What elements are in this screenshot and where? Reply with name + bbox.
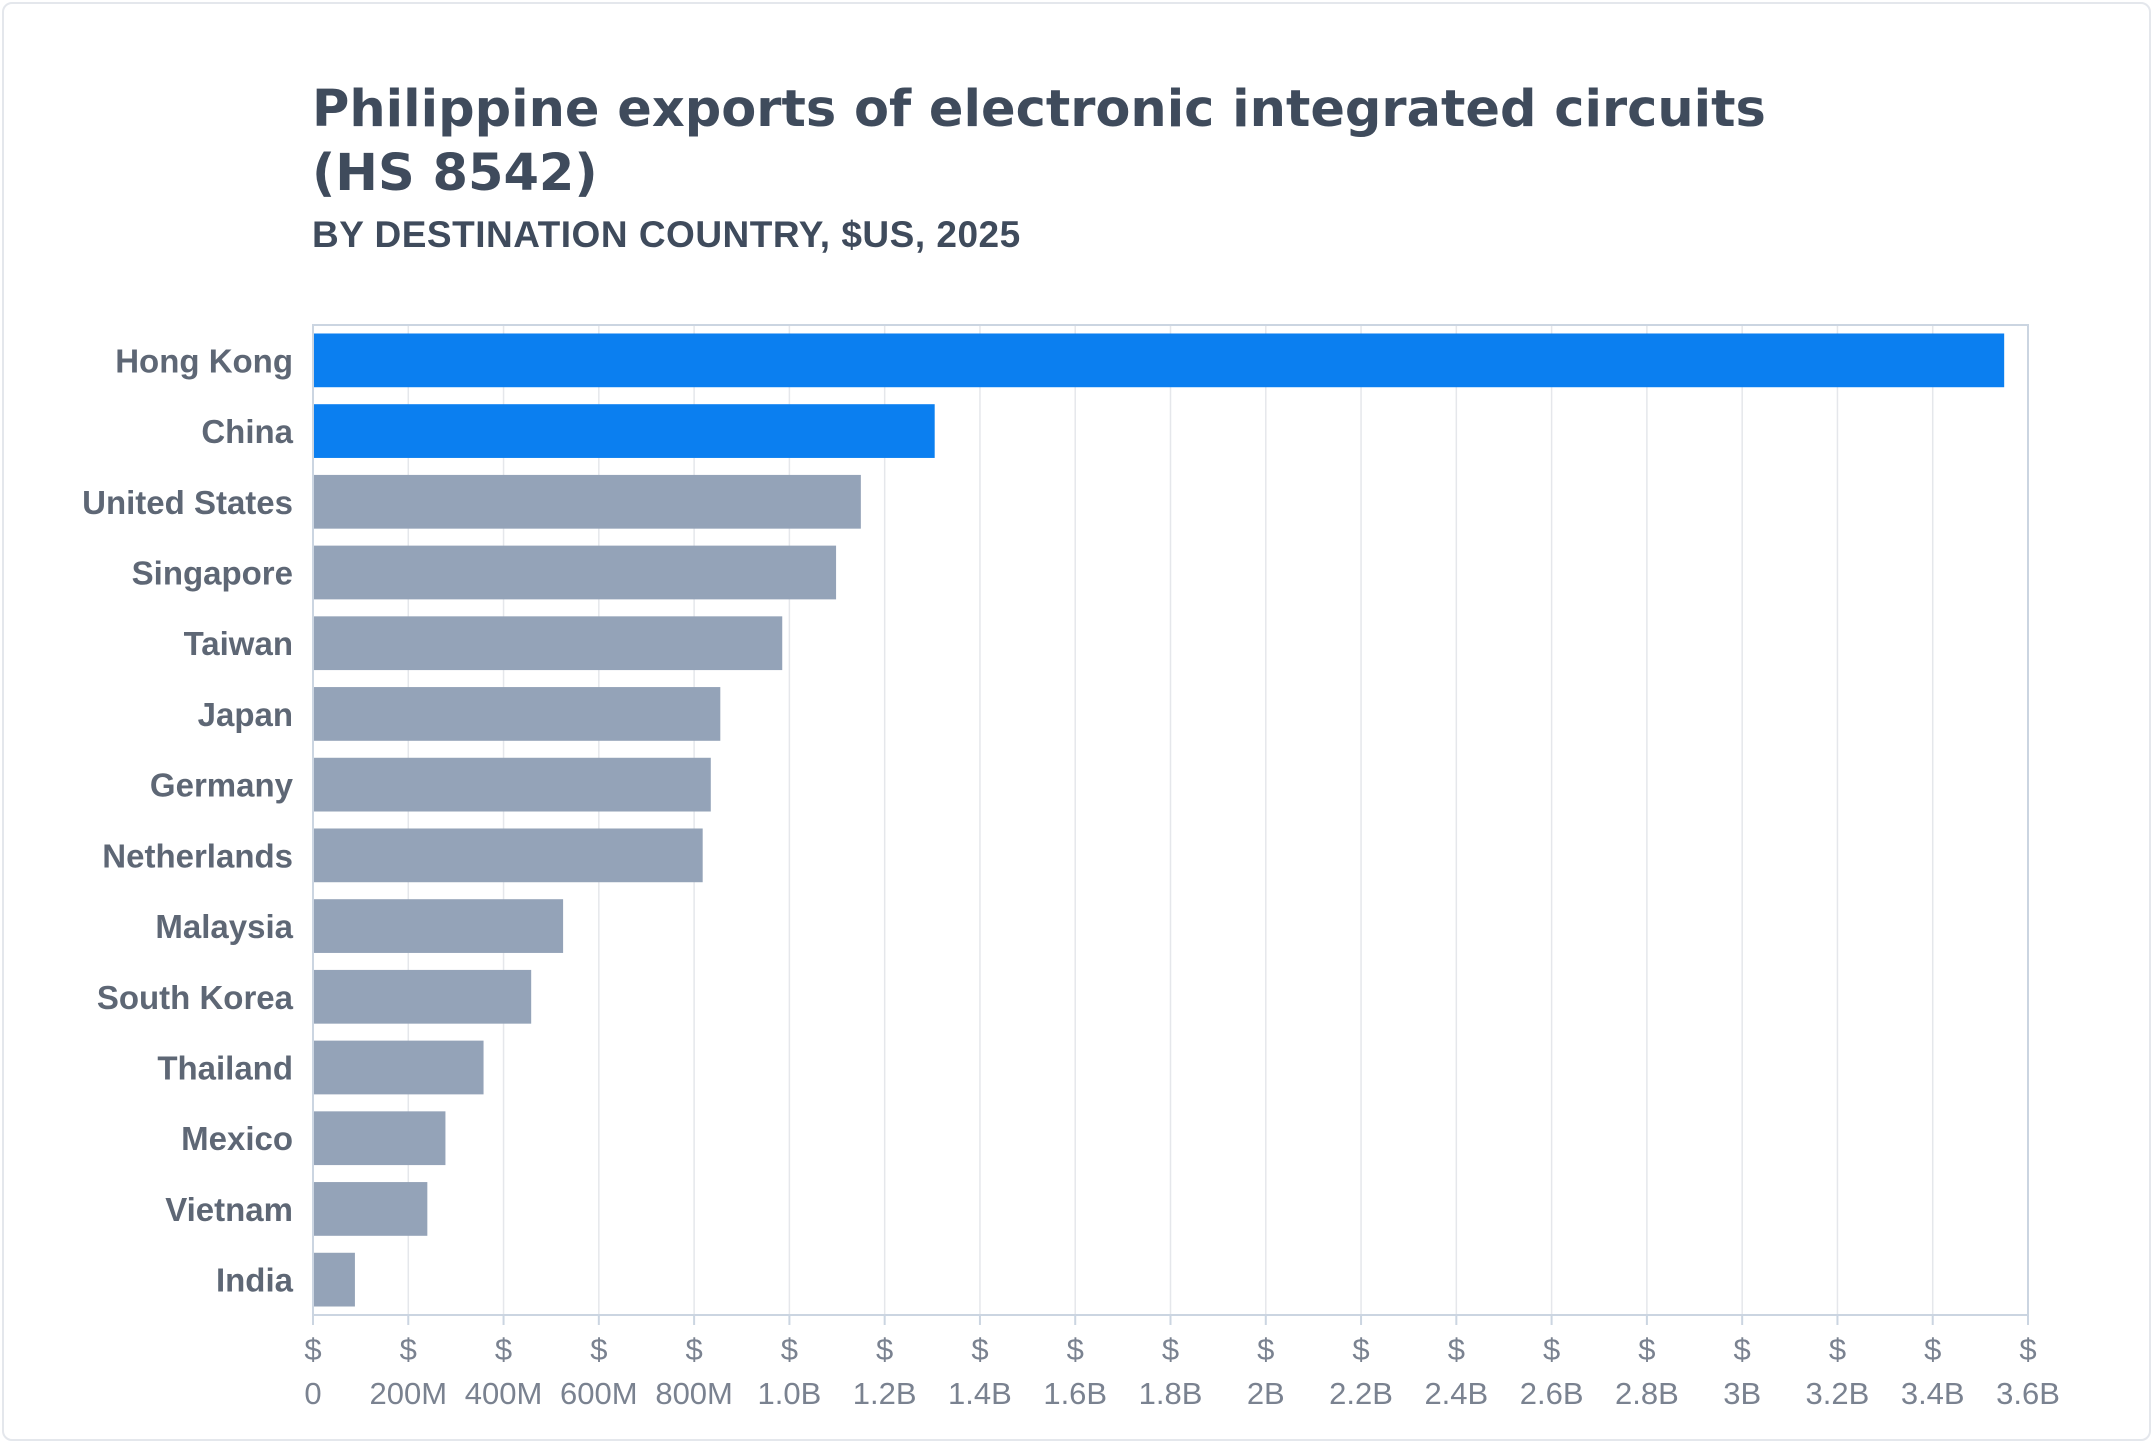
bar[interactable]: [313, 687, 721, 741]
bars: [313, 333, 2005, 1307]
category-label: Malaysia: [155, 908, 293, 945]
bar[interactable]: [313, 757, 711, 812]
x-tick-label: 2.4B: [1424, 1376, 1488, 1411]
category-label: Vietnam: [165, 1191, 293, 1228]
bar[interactable]: [313, 1182, 428, 1236]
category-label: China: [201, 413, 293, 450]
x-tick-label-currency: $: [1067, 1332, 1084, 1367]
x-tick-label: 2.6B: [1520, 1376, 1584, 1411]
category-label: India: [216, 1262, 294, 1299]
category-label: Netherlands: [102, 837, 293, 874]
x-tick-label: 3.2B: [1806, 1376, 1870, 1411]
category-label: Japan: [198, 696, 293, 733]
x-tick-label-currency: $: [304, 1332, 321, 1367]
x-tick-label-currency: $: [781, 1332, 798, 1367]
x-tick-label: 1.0B: [757, 1376, 821, 1411]
x-tick-label-currency: $: [1829, 1332, 1846, 1367]
x-tick-label-currency: $: [1734, 1332, 1751, 1367]
x-tick-label: 1.4B: [948, 1376, 1012, 1411]
x-tick-label-currency: $: [1162, 1332, 1179, 1367]
bar[interactable]: [313, 404, 935, 458]
x-tick-label-currency: $: [1257, 1332, 1274, 1367]
category-labels: Hong Kong China United States Singapore Taiw…: [82, 342, 294, 1298]
category-label: Singapore: [132, 555, 293, 592]
x-tick-label: 600M: [560, 1376, 638, 1411]
bar[interactable]: [313, 1252, 355, 1307]
x-tick-label-currency: $: [400, 1332, 417, 1367]
x-tick-label: 0: [304, 1376, 321, 1411]
x-tick-label: 2.8B: [1615, 1376, 1679, 1411]
x-tick-label: 800M: [655, 1376, 733, 1411]
x-tick-label-currency: $: [590, 1332, 607, 1367]
x-tick-label-currency: $: [876, 1332, 893, 1367]
bar[interactable]: [313, 969, 532, 1024]
x-tick-label-currency: $: [971, 1332, 988, 1367]
x-tick-label: 1.6B: [1043, 1376, 1107, 1411]
x-tick-label: 1.2B: [853, 1376, 917, 1411]
category-label: Hong Kong: [115, 342, 293, 379]
x-tick-label-currency: $: [1352, 1332, 1369, 1367]
bar[interactable]: [313, 1040, 484, 1095]
bar[interactable]: [313, 1111, 446, 1166]
category-label: Germany: [150, 767, 294, 804]
bar[interactable]: [313, 616, 783, 671]
category-label: Thailand: [157, 1050, 293, 1087]
x-tick-label-currency: $: [1543, 1332, 1560, 1367]
x-tick-label: 3B: [1723, 1376, 1761, 1411]
x-tick-label: 3.6B: [1996, 1376, 2060, 1411]
bar[interactable]: [313, 333, 2005, 388]
x-tick-label: 2B: [1247, 1376, 1285, 1411]
x-tick-label-currency: $: [1924, 1332, 1941, 1367]
chart-subtitle: BY DESTINATION COUNTRY, $US, 2025: [312, 214, 1021, 255]
x-tick-label-currency: $: [685, 1332, 702, 1367]
x-tick-label: 400M: [465, 1376, 543, 1411]
x-tick-label: 2.2B: [1329, 1376, 1393, 1411]
x-tick-label-currency: $: [2019, 1332, 2036, 1367]
x-tick-label: 3.4B: [1901, 1376, 1965, 1411]
x-tick-label: 200M: [370, 1376, 448, 1411]
bar[interactable]: [313, 545, 837, 600]
x-tick-label: 1.8B: [1139, 1376, 1203, 1411]
bar[interactable]: [313, 899, 564, 953]
x-tick-label-currency: $: [1448, 1332, 1465, 1367]
x-tick-label-currency: $: [1638, 1332, 1655, 1367]
category-label: South Korea: [97, 979, 294, 1016]
category-label: Taiwan: [184, 625, 293, 662]
bar[interactable]: [313, 828, 703, 883]
category-label: United States: [82, 484, 293, 521]
chart-title: Philippine exports of electronic integra…: [312, 80, 1766, 203]
x-axis-ticks: $0 $200M $400M $600M $800M $1.0B $1.2B $1.4B $1.…: [304, 1315, 2060, 1411]
grid-lines: [312, 325, 2029, 1315]
category-label: Mexico: [181, 1120, 293, 1157]
x-tick-label-currency: $: [495, 1332, 512, 1367]
bar[interactable]: [313, 474, 861, 529]
